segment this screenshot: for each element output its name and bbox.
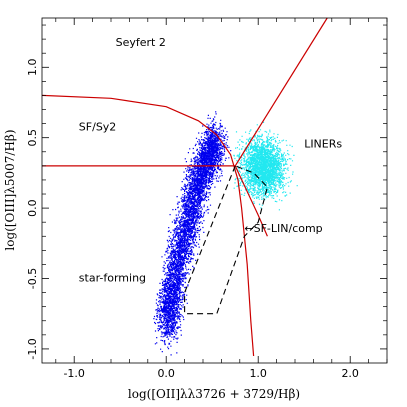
y-tick-label: -0.5: [26, 268, 39, 289]
y-tick-label: 1.0: [26, 59, 39, 77]
x-tick-label: 0.0: [157, 367, 175, 380]
classification-lines: [41, 17, 328, 357]
x-tick-label: 1.0: [249, 367, 267, 380]
plot-frame: [41, 17, 388, 364]
demarcation-line: [234, 165, 268, 237]
point-cloud: [153, 111, 232, 356]
y-tick-label: 0.5: [26, 129, 39, 147]
region-labels: Seyfert 2 SF/Sy2 LINERs star-forming ←SF-LIN…: [79, 36, 343, 284]
scatter-points: [153, 111, 232, 356]
region-label: ←SF-LIN/comp: [244, 222, 322, 235]
point-cloud: [233, 121, 298, 211]
y-tick-label: -1.0: [26, 338, 39, 359]
demarcation-line: [41, 94, 255, 357]
region-label: star-forming: [79, 271, 146, 284]
dashed-boundary-line: [184, 165, 269, 315]
region-label: LINERs: [304, 138, 342, 151]
scatter-points: [233, 121, 298, 211]
x-axis-label: log([OII]λλ3726 + 3729/Hβ): [128, 387, 300, 401]
y-axis-label: log([OIII]λ5007/Hβ): [3, 129, 17, 250]
x-tick-label: -1.0: [63, 367, 84, 380]
region-label: SF/Sy2: [79, 121, 117, 134]
axis-ticks: -1.0 0.0 1.0 2.0 -1.0 -0.5 0.0 0.5 1.0: [26, 18, 388, 380]
point-clouds: [153, 111, 298, 356]
region-label: Seyfert 2: [116, 36, 166, 49]
x-tick-label: 2.0: [341, 367, 359, 380]
demarcation-line: [234, 17, 328, 167]
y-tick-label: 0.0: [26, 199, 39, 217]
